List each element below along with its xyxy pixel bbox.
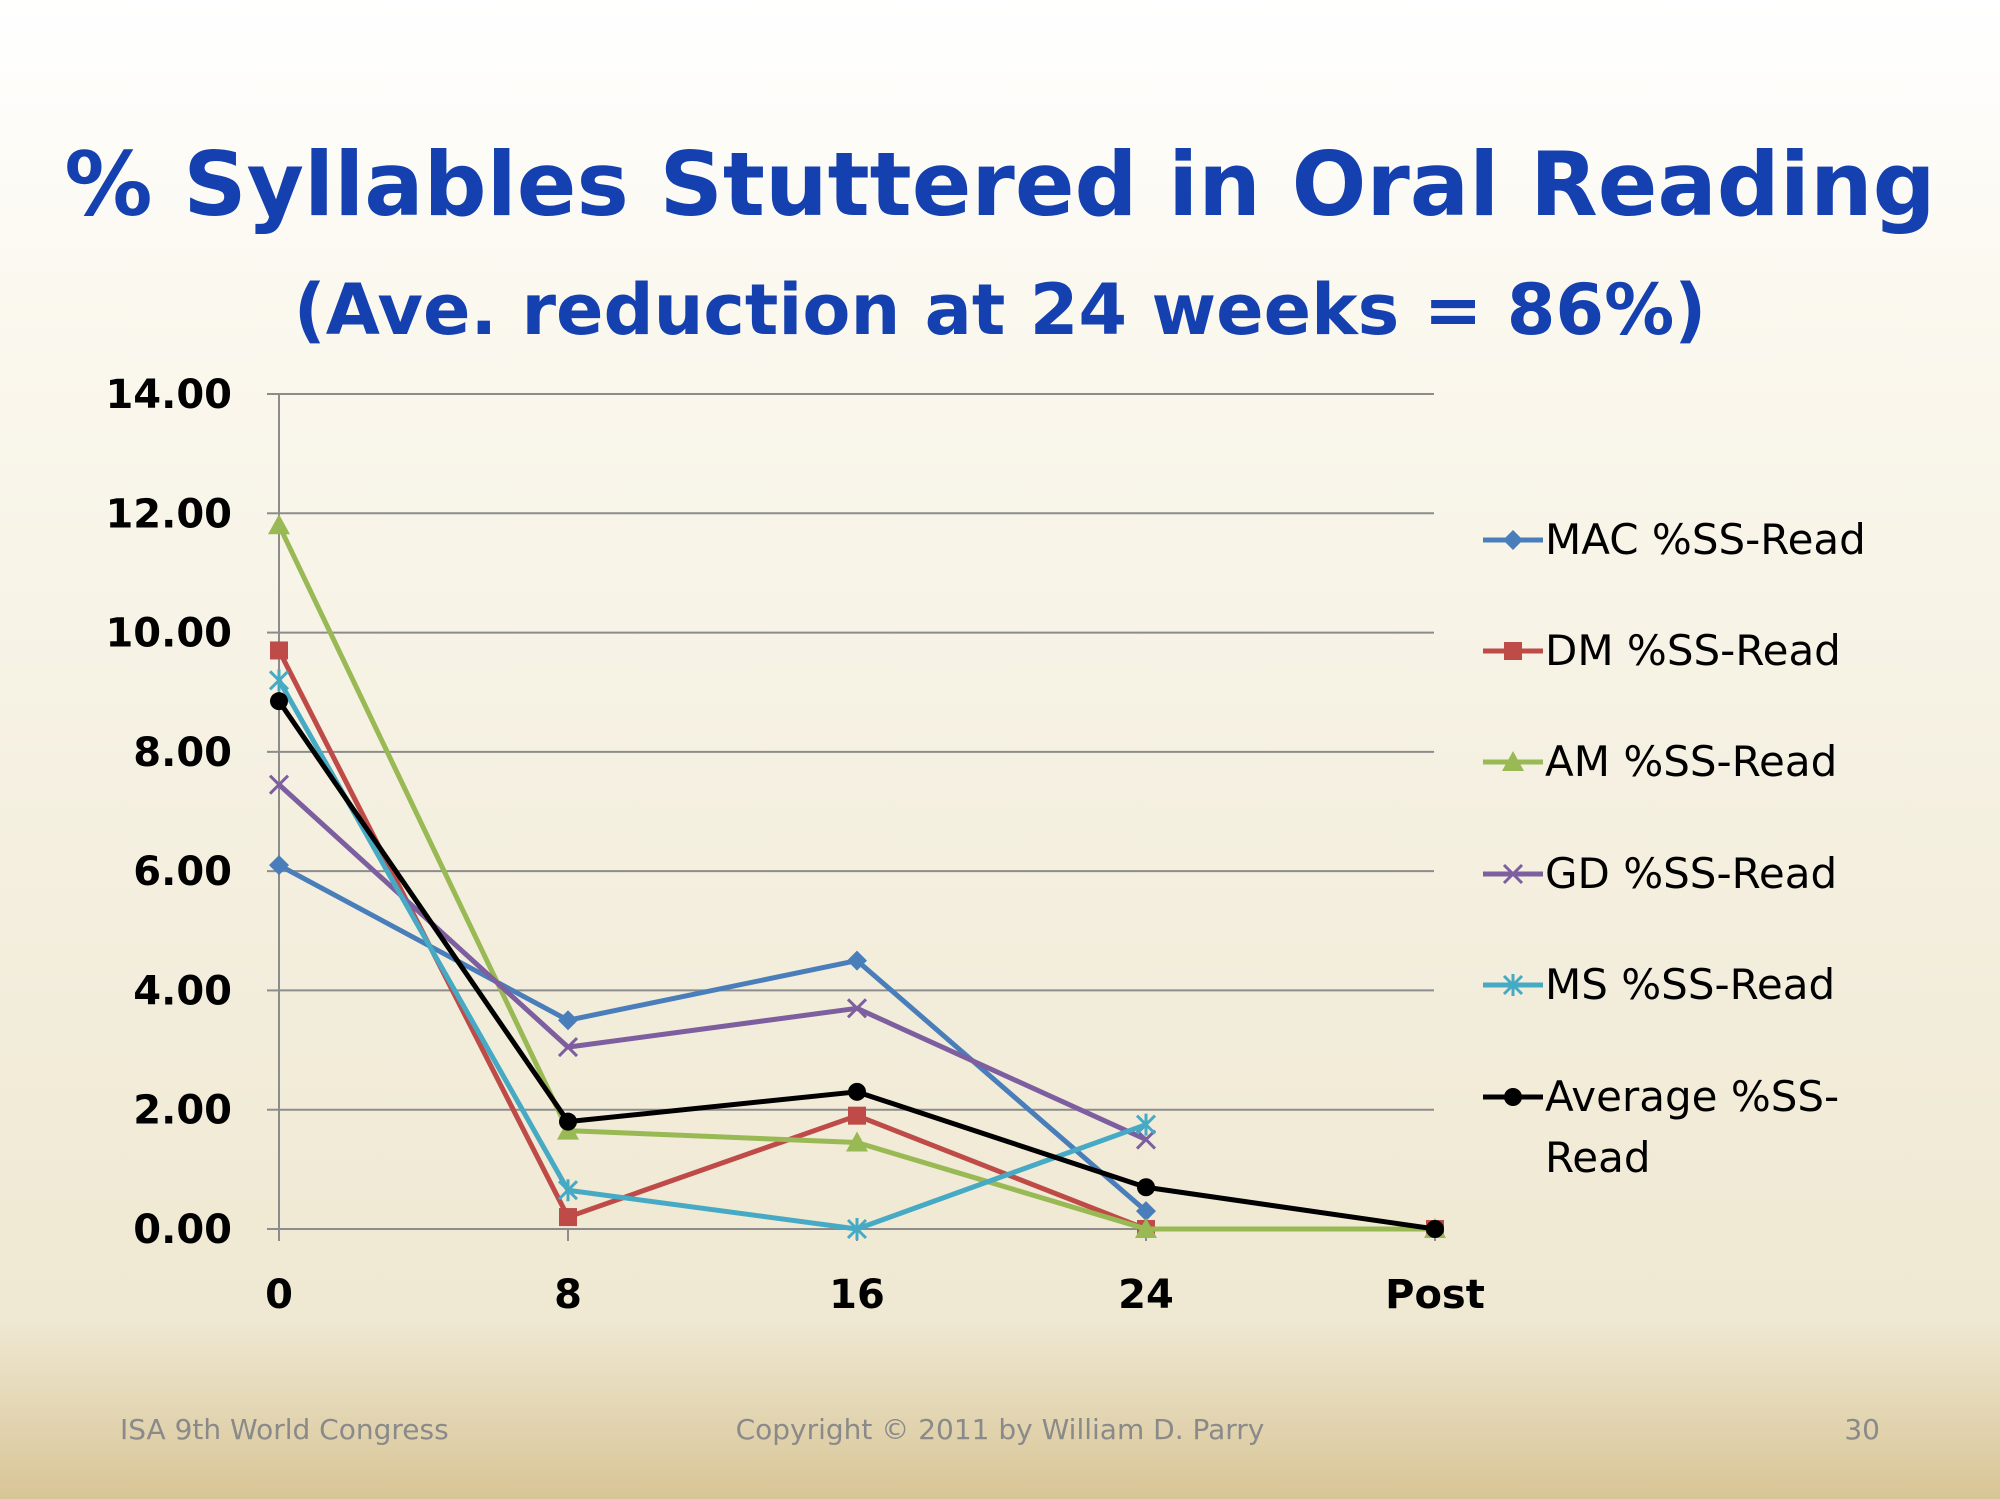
y-tick-label: 14.00 — [105, 372, 232, 418]
diamond-marker — [558, 1010, 578, 1031]
series-4 — [268, 774, 1157, 1150]
legend-label: Read — [1545, 1133, 1651, 1182]
footer-conference: ISA 9th World Congress — [120, 1413, 449, 1446]
legend-item: MAC %SS-Read — [1483, 515, 1866, 564]
x-marker — [1135, 1129, 1157, 1150]
legend-label: DM %SS-Read — [1545, 626, 1841, 675]
diamond-marker — [847, 950, 867, 971]
series-lines — [268, 514, 1446, 1240]
legend-label: Average %SS- — [1545, 1072, 1839, 1121]
x-tick-label: 8 — [554, 1272, 582, 1318]
footer-copyright: Copyright © 2011 by William D. Parry — [735, 1413, 1265, 1446]
x-tick-labels: 0 8 16 24 Post — [265, 1272, 1485, 1318]
x-tick-label: 24 — [1118, 1272, 1174, 1318]
series-3 — [268, 514, 1446, 1238]
y-tick-label: 0.00 — [133, 1207, 232, 1253]
y-tick-label: 10.00 — [105, 611, 232, 657]
star-marker — [557, 1179, 579, 1202]
series-line — [276, 679, 1147, 1232]
series-line — [277, 862, 1148, 1213]
x-tick-label: 16 — [829, 1272, 885, 1318]
y-tick-label: 8.00 — [133, 730, 232, 776]
legend-item: GD %SS-Read — [1483, 849, 1837, 898]
y-tick-label: 4.00 — [133, 968, 232, 1014]
slide-subtitle: (Ave. reduction at 24 weeks = 86%) — [293, 269, 1707, 351]
circle-marker — [1137, 1178, 1155, 1197]
star-marker — [846, 1218, 868, 1240]
x-tick-label: Post — [1385, 1272, 1485, 1318]
x-tick-label: 0 — [265, 1272, 293, 1318]
square-marker — [559, 1208, 577, 1227]
triangle-marker — [1502, 751, 1524, 771]
page-number: 30 — [1844, 1413, 1880, 1446]
legend-item: DM %SS-Read — [1483, 626, 1841, 675]
triangle-marker — [1135, 1218, 1157, 1238]
y-tick-label: 12.00 — [105, 491, 232, 537]
circle-marker — [1426, 1220, 1444, 1238]
legend-label: AM %SS-Read — [1545, 737, 1837, 786]
triangle-marker — [846, 1131, 868, 1152]
star-marker — [1502, 974, 1524, 996]
x-marker — [557, 1037, 579, 1058]
series-5 — [268, 669, 1157, 1240]
legend-label: MS %SS-Read — [1545, 960, 1835, 1009]
y-tick-label: 6.00 — [133, 849, 232, 895]
legend-label: GD %SS-Read — [1545, 849, 1837, 898]
legend-item: AM %SS-Read — [1483, 737, 1837, 786]
x-marker — [846, 998, 868, 1019]
star-marker — [268, 669, 290, 692]
star-marker — [1135, 1113, 1157, 1136]
y-tick-labels: 0.00 2.00 4.00 6.00 8.00 10.00 12.00 14.00 — [105, 372, 232, 1253]
diamond-marker — [1136, 1201, 1156, 1222]
diamond-marker — [269, 855, 289, 876]
legend: MAC %SS-Read DM %SS-Read AM %SS-Read GD %SS… — [1483, 515, 1866, 1182]
square-marker — [1504, 642, 1522, 660]
legend-label: MAC %SS-Read — [1545, 515, 1866, 564]
circle-marker — [270, 692, 288, 711]
slide-title: % Syllables Stuttered in Oral Reading — [64, 133, 1936, 236]
series-6 — [270, 692, 1444, 1238]
square-marker — [270, 641, 288, 660]
square-marker — [848, 1106, 866, 1125]
diamond-marker — [1503, 530, 1523, 550]
x-marker — [1502, 863, 1524, 885]
series-line — [277, 782, 1148, 1142]
legend-item: Average %SS- Read — [1483, 1072, 1839, 1182]
circle-marker — [848, 1082, 866, 1101]
legend-item: MS %SS-Read — [1483, 960, 1835, 1009]
triangle-marker — [268, 514, 290, 535]
circle-marker — [559, 1112, 577, 1131]
x-marker — [268, 774, 290, 795]
y-tick-label: 2.00 — [133, 1088, 232, 1134]
circle-marker — [1504, 1088, 1522, 1106]
gridlines — [279, 393, 1434, 1111]
series-1 — [269, 855, 1156, 1222]
